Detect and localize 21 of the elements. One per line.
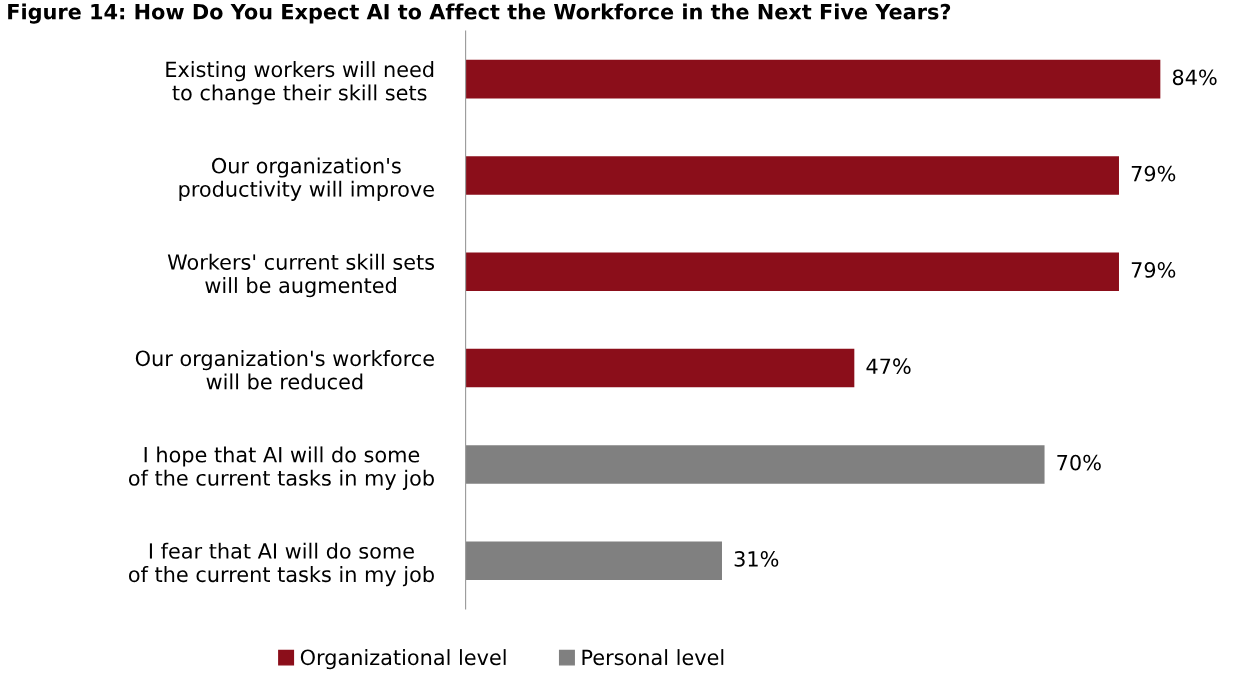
y-tick-label: Our organization's productivity will improve <box>179 157 434 201</box>
y-tick-label: Workers' current skill sets will be augmented <box>167 253 435 298</box>
data-label: 79% <box>1131 165 1176 182</box>
bar <box>465 252 1119 292</box>
y-tick-label: Our organization's workforce will be reduced <box>135 350 434 390</box>
bar <box>465 445 1045 484</box>
bar <box>465 156 1119 195</box>
y-tick-label: I hope that AI will do some of the current tasks in my job <box>128 446 434 490</box>
data-label: 47% <box>866 358 911 375</box>
y-tick-label: I fear that AI will do some of the current tasks in my job <box>128 542 434 587</box>
legend-label: Personal level <box>582 649 724 666</box>
bar <box>465 59 1161 99</box>
data-label: 79% <box>1131 262 1176 278</box>
bar <box>465 541 722 580</box>
bar <box>465 348 855 388</box>
data-label: 70% <box>1057 454 1101 471</box>
legend-label: Organizational level <box>300 649 506 670</box>
y-tick-label: Existing workers will need to change their skill sets <box>166 61 434 105</box>
chart-title: Figure 14: How Do You Expect AI to Affect the Workforce in the Next Five Years? <box>8 3 951 24</box>
data-label: 31% <box>734 551 779 567</box>
data-label: 84% <box>1172 69 1217 86</box>
